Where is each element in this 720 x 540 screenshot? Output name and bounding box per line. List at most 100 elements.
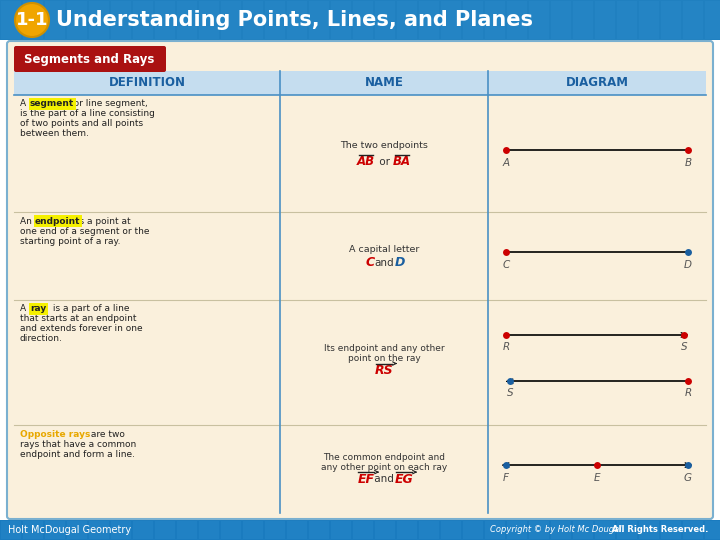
Bar [485, 521, 505, 539]
Bar [89, 521, 109, 539]
Bar [573, 521, 593, 539]
Bar [661, 1, 681, 39]
Bar [23, 521, 43, 539]
Text: An: An [20, 217, 35, 226]
Text: Segments and Rays: Segments and Rays [24, 52, 154, 65]
Text: R: R [503, 342, 510, 352]
Bar [309, 1, 329, 39]
Bar [23, 1, 43, 39]
Text: The common endpoint and: The common endpoint and [323, 453, 445, 462]
Text: Its endpoint and any other: Its endpoint and any other [324, 344, 444, 353]
Bar [177, 521, 197, 539]
Text: point on the ray: point on the ray [348, 354, 420, 363]
Text: and: and [374, 258, 394, 268]
Bar [419, 1, 439, 39]
Bar [661, 521, 681, 539]
FancyBboxPatch shape [7, 41, 713, 519]
Text: DEFINITION: DEFINITION [109, 77, 186, 90]
Text: D: D [684, 260, 692, 270]
Bar [111, 1, 131, 39]
Text: rays that have a common: rays that have a common [20, 440, 136, 449]
Bar [375, 1, 395, 39]
Text: or: or [376, 157, 393, 166]
Text: The two endpoints: The two endpoints [341, 141, 428, 150]
Bar [551, 1, 571, 39]
Text: Copyright © by Holt Mc Dougal.: Copyright © by Holt Mc Dougal. [490, 525, 624, 535]
Text: B: B [685, 158, 692, 167]
Text: 1-1: 1-1 [16, 11, 48, 29]
Text: is a point at: is a point at [74, 217, 130, 226]
Bar [111, 521, 131, 539]
Bar [0, 0, 720, 40]
Bar [265, 1, 285, 39]
Bar [353, 1, 373, 39]
Text: A capital letter: A capital letter [349, 245, 420, 254]
Bar [397, 1, 417, 39]
Bar [507, 1, 527, 39]
Text: any other point on each ray: any other point on each ray [321, 463, 447, 471]
Bar [243, 1, 263, 39]
Bar [507, 521, 527, 539]
Bar [397, 521, 417, 539]
Bar [45, 1, 65, 39]
Text: A: A [503, 158, 510, 167]
Bar [573, 1, 593, 39]
Bar [155, 1, 175, 39]
Bar [265, 521, 285, 539]
Text: Holt McDougal Geometry: Holt McDougal Geometry [8, 525, 131, 535]
Bar [243, 521, 263, 539]
Text: AB: AB [357, 155, 375, 168]
Text: starting point of a ray.: starting point of a ray. [20, 237, 120, 246]
Bar [375, 521, 395, 539]
Bar [353, 521, 373, 539]
Bar [705, 1, 720, 39]
Text: and extends forever in one: and extends forever in one [20, 325, 143, 333]
Text: DIAGRAM: DIAGRAM [565, 77, 629, 90]
Bar [67, 521, 87, 539]
Bar [199, 521, 219, 539]
Bar [639, 521, 659, 539]
Bar [529, 1, 549, 39]
Bar [485, 1, 505, 39]
Bar [155, 521, 175, 539]
Text: NAME: NAME [365, 77, 404, 90]
Text: A: A [20, 99, 29, 109]
Bar [1, 1, 21, 39]
Bar [683, 1, 703, 39]
Bar [309, 521, 329, 539]
Bar [221, 1, 241, 39]
Bar [639, 1, 659, 39]
Text: All Rights Reserved.: All Rights Reserved. [612, 525, 708, 535]
Bar [199, 1, 219, 39]
Bar [177, 1, 197, 39]
Bar [287, 1, 307, 39]
Text: segment: segment [30, 99, 74, 109]
Bar [683, 521, 703, 539]
Text: Understanding Points, Lines, and Planes: Understanding Points, Lines, and Planes [56, 10, 533, 30]
Text: C: C [503, 260, 510, 270]
Bar [441, 1, 461, 39]
Circle shape [15, 3, 49, 37]
Text: S: S [507, 388, 513, 399]
Bar [331, 1, 351, 39]
Text: and: and [371, 474, 397, 484]
Bar [595, 521, 615, 539]
Bar [551, 521, 571, 539]
Bar [617, 1, 637, 39]
Text: D: D [395, 256, 405, 269]
Text: S: S [680, 342, 688, 352]
Text: E: E [594, 473, 600, 483]
Bar [287, 521, 307, 539]
Text: , or line segment,: , or line segment, [68, 99, 148, 109]
Text: A: A [20, 305, 29, 313]
Text: are two: are two [88, 430, 125, 438]
FancyBboxPatch shape [14, 46, 166, 72]
Text: F: F [503, 473, 509, 483]
Bar [221, 521, 241, 539]
Bar [463, 1, 483, 39]
Bar [67, 1, 87, 39]
Text: EG: EG [395, 472, 413, 485]
Bar [595, 1, 615, 39]
Text: direction.: direction. [20, 334, 63, 343]
Text: Opposite rays: Opposite rays [20, 430, 91, 438]
